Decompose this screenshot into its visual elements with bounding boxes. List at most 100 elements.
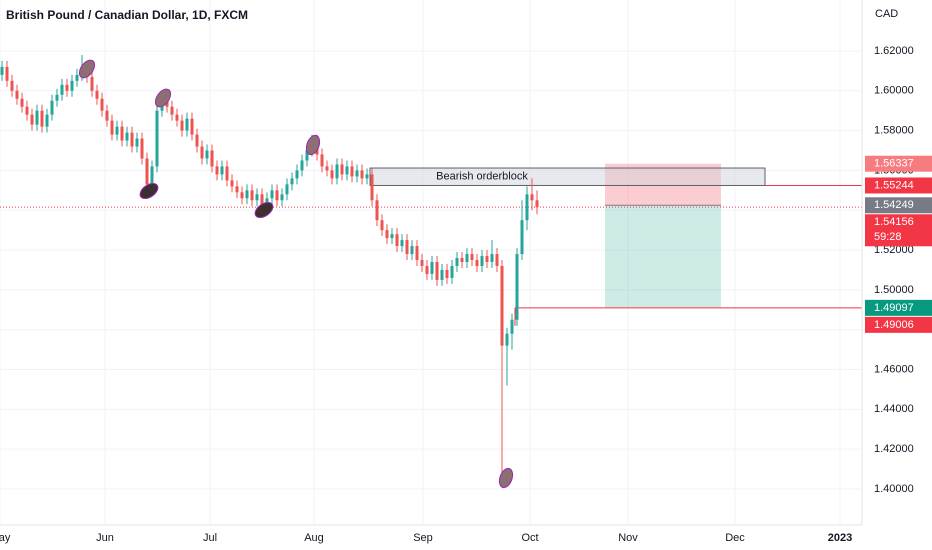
x-tick-label: Sep: [413, 532, 433, 544]
candle-body: [245, 190, 249, 199]
candle-body: [225, 166, 229, 181]
candle-body: [365, 174, 369, 179]
price-label: 1.55244: [874, 179, 914, 191]
y-tick-label: 1.44000: [874, 403, 914, 415]
candle-body: [145, 158, 149, 185]
candle-body: [125, 132, 129, 141]
candle-body: [155, 110, 159, 167]
x-tick-label: Jun: [96, 532, 114, 544]
candle-body: [100, 98, 104, 111]
candle-body: [295, 170, 299, 179]
price-label-box: [865, 155, 932, 172]
candle-body: [305, 150, 309, 161]
candle-body: [215, 166, 219, 175]
marker: [154, 88, 172, 108]
candle-body: [120, 126, 124, 141]
candle-body: [500, 265, 504, 346]
x-tick-label: 2023: [828, 532, 852, 544]
candle-body: [510, 319, 514, 334]
y-tick-label: 1.52000: [874, 244, 914, 256]
candle-body: [450, 265, 454, 278]
candle-body: [205, 150, 209, 159]
x-tick-label: Jul: [203, 532, 217, 544]
candle-body: [405, 240, 409, 255]
candle-body: [40, 110, 44, 127]
marker: [498, 467, 514, 489]
candle-body: [15, 90, 19, 99]
candle-body: [385, 230, 389, 239]
candle-body: [130, 132, 134, 147]
candle-body: [190, 118, 194, 135]
candle-body: [465, 254, 469, 263]
currency: CAD: [875, 8, 898, 20]
candle-body: [235, 186, 239, 193]
candle-body: [290, 178, 294, 185]
x-tick-label: Nov: [618, 532, 638, 544]
candle-body: [285, 184, 289, 195]
y-tick-label: 1.50000: [874, 284, 914, 296]
candle-body: [420, 260, 424, 266]
price-label-box: [865, 197, 932, 214]
candle-body: [175, 114, 179, 121]
candle-body: [380, 220, 384, 231]
countdown: 59:28: [874, 231, 902, 243]
y-tick-label: 1.60000: [874, 85, 914, 97]
candle-body: [395, 234, 399, 247]
candle-body: [280, 194, 284, 201]
price-label-box: [865, 299, 932, 316]
candle-body: [5, 66, 9, 81]
price-label: 1.54249: [874, 199, 914, 211]
price-label-box: [865, 316, 932, 333]
candle-body: [240, 192, 244, 199]
candle-body: [505, 333, 509, 346]
candle-body: [360, 170, 364, 179]
candle-body: [140, 138, 144, 159]
candle-body: [345, 166, 349, 175]
candle-body: [320, 154, 324, 167]
candle-body: [325, 166, 329, 171]
candle-body: [460, 258, 464, 263]
candle-body: [170, 106, 174, 115]
y-tick-label: 1.58000: [874, 125, 914, 137]
candle-body: [230, 180, 234, 187]
candle-body: [355, 170, 359, 177]
candle-body: [335, 164, 339, 179]
candle-body: [35, 110, 39, 125]
candle-body: [195, 134, 199, 147]
candle-body: [50, 100, 54, 115]
y-tick-label: 1.46000: [874, 363, 914, 375]
candle-body: [535, 200, 539, 208]
orderblock-label: Bearish orderblock: [436, 171, 528, 183]
y-tick-label: 1.42000: [874, 443, 914, 455]
candle-body: [95, 90, 99, 99]
candle-body: [55, 94, 59, 101]
x-tick-label: May: [0, 532, 11, 544]
price-label: 1.49006: [874, 319, 914, 331]
candle-body: [115, 126, 119, 135]
candle-body: [515, 254, 519, 320]
candle-body: [200, 146, 204, 159]
drawings: Bearish orderblock: [0, 163, 862, 326]
candle-body: [300, 160, 304, 171]
candle-body: [330, 170, 334, 179]
candle-body: [520, 220, 524, 255]
candle-body: [440, 269, 444, 280]
candle-body: [210, 150, 214, 167]
candle-body: [480, 256, 484, 266]
candle-body: [375, 200, 379, 221]
candle-body: [435, 262, 439, 280]
candle-body: [10, 80, 14, 91]
candle-body: [350, 166, 354, 177]
candle-body: [65, 84, 69, 91]
candle-body: [475, 260, 479, 266]
candle-body: [400, 240, 404, 247]
y-tick-label: 1.62000: [874, 45, 914, 57]
marker: [78, 59, 96, 79]
candle-body: [430, 262, 434, 274]
candle-body: [260, 194, 264, 207]
candle-body: [370, 174, 374, 201]
price-label-box: [865, 177, 932, 194]
candle-body: [75, 74, 79, 81]
